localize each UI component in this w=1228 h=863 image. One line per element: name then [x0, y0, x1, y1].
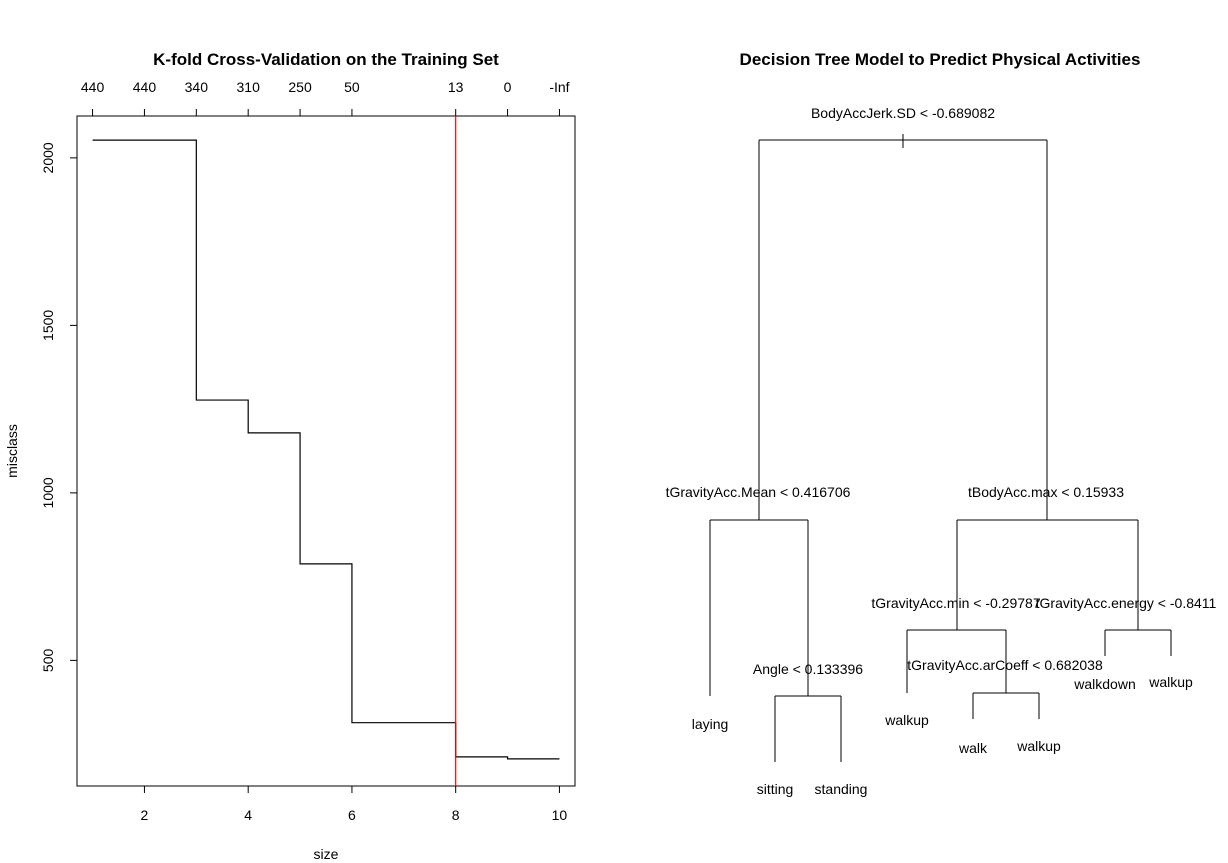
- tree-title: Decision Tree Model to Predict Physical …: [740, 50, 1141, 69]
- cv-x-axis-label: size: [314, 846, 339, 862]
- cv-y-axis: 500 1000 1500 2000: [40, 142, 78, 672]
- cv-plot-frame: [76, 115, 576, 787]
- cv-y-axis-label: misclass: [4, 424, 20, 478]
- tree-split-labels: BodyAccJerk.SD < -0.689082 tGravityAcc.M…: [666, 105, 1217, 677]
- cv-top-tick-label: 440: [81, 79, 105, 95]
- tree-leaf-walkdown: walkdown: [1073, 676, 1135, 692]
- cv-y-tick-label: 500: [40, 648, 56, 672]
- tree-node-right: tBodyAcc.max < 0.15933: [968, 484, 1124, 500]
- tree-leaf-laying: laying: [692, 716, 729, 732]
- tree-node-left-right: Angle < 0.133396: [753, 661, 863, 677]
- cv-y-tick-label: 1500: [40, 310, 56, 341]
- cv-chart: K-fold Cross-Validation on the Training …: [4, 50, 576, 862]
- cv-top-tick-label: 13: [448, 79, 464, 95]
- tree-leaf-walkup-c: walkup: [1148, 674, 1193, 690]
- tree-leaf-walk: walk: [958, 740, 988, 756]
- cv-x-tick-label: 4: [244, 807, 252, 823]
- cv-misclass-step-line: [92, 139, 560, 760]
- tree-leaf-sitting: sitting: [757, 781, 794, 797]
- cv-y-tick-label: 2000: [40, 142, 56, 173]
- cv-top-axis: 440 440 340 310 250 50 13 0 -Inf: [81, 79, 570, 117]
- cv-x-tick-label: 6: [348, 807, 356, 823]
- tree-node-left: tGravityAcc.Mean < 0.416706: [666, 484, 851, 500]
- tree-leaf-walkup-b: walkup: [1016, 738, 1061, 754]
- cv-top-tick-label: 440: [133, 79, 157, 95]
- cv-top-tick-label: -Inf: [549, 79, 569, 95]
- tree-leaf-walkup-a: walkup: [884, 712, 929, 728]
- tree-branches: [709, 134, 1172, 762]
- tree-node-right-left-right: tGravityAcc.arCoeff < 0.682038: [907, 657, 1103, 673]
- tree-node-root: BodyAccJerk.SD < -0.689082: [811, 105, 995, 121]
- cv-x-tick-label: 8: [452, 807, 460, 823]
- cv-y-tick-label: 1000: [40, 477, 56, 508]
- decision-tree: Decision Tree Model to Predict Physical …: [666, 50, 1217, 797]
- cv-top-tick-label: 310: [237, 79, 261, 95]
- cv-x-tick-label: 2: [141, 807, 149, 823]
- tree-leaf-labels: laying sitting standing walkup walk walk…: [692, 674, 1193, 797]
- cv-data-layer: [92, 116, 560, 786]
- cv-x-axis: 2 4 6 8 10: [141, 785, 568, 823]
- cv-top-tick-label: 50: [344, 79, 360, 95]
- tree-node-right-left: tGravityAcc.min < -0.29787: [871, 595, 1040, 611]
- cv-top-tick-label: 0: [504, 79, 512, 95]
- cv-top-tick-label: 250: [288, 79, 312, 95]
- cv-chart-title: K-fold Cross-Validation on the Training …: [153, 50, 499, 69]
- cv-x-tick-label: 10: [552, 807, 568, 823]
- tree-leaf-standing: standing: [815, 781, 868, 797]
- tree-node-right-right: tGravityAcc.energy < -0.8411: [1036, 595, 1217, 611]
- cv-top-tick-label: 340: [185, 79, 209, 95]
